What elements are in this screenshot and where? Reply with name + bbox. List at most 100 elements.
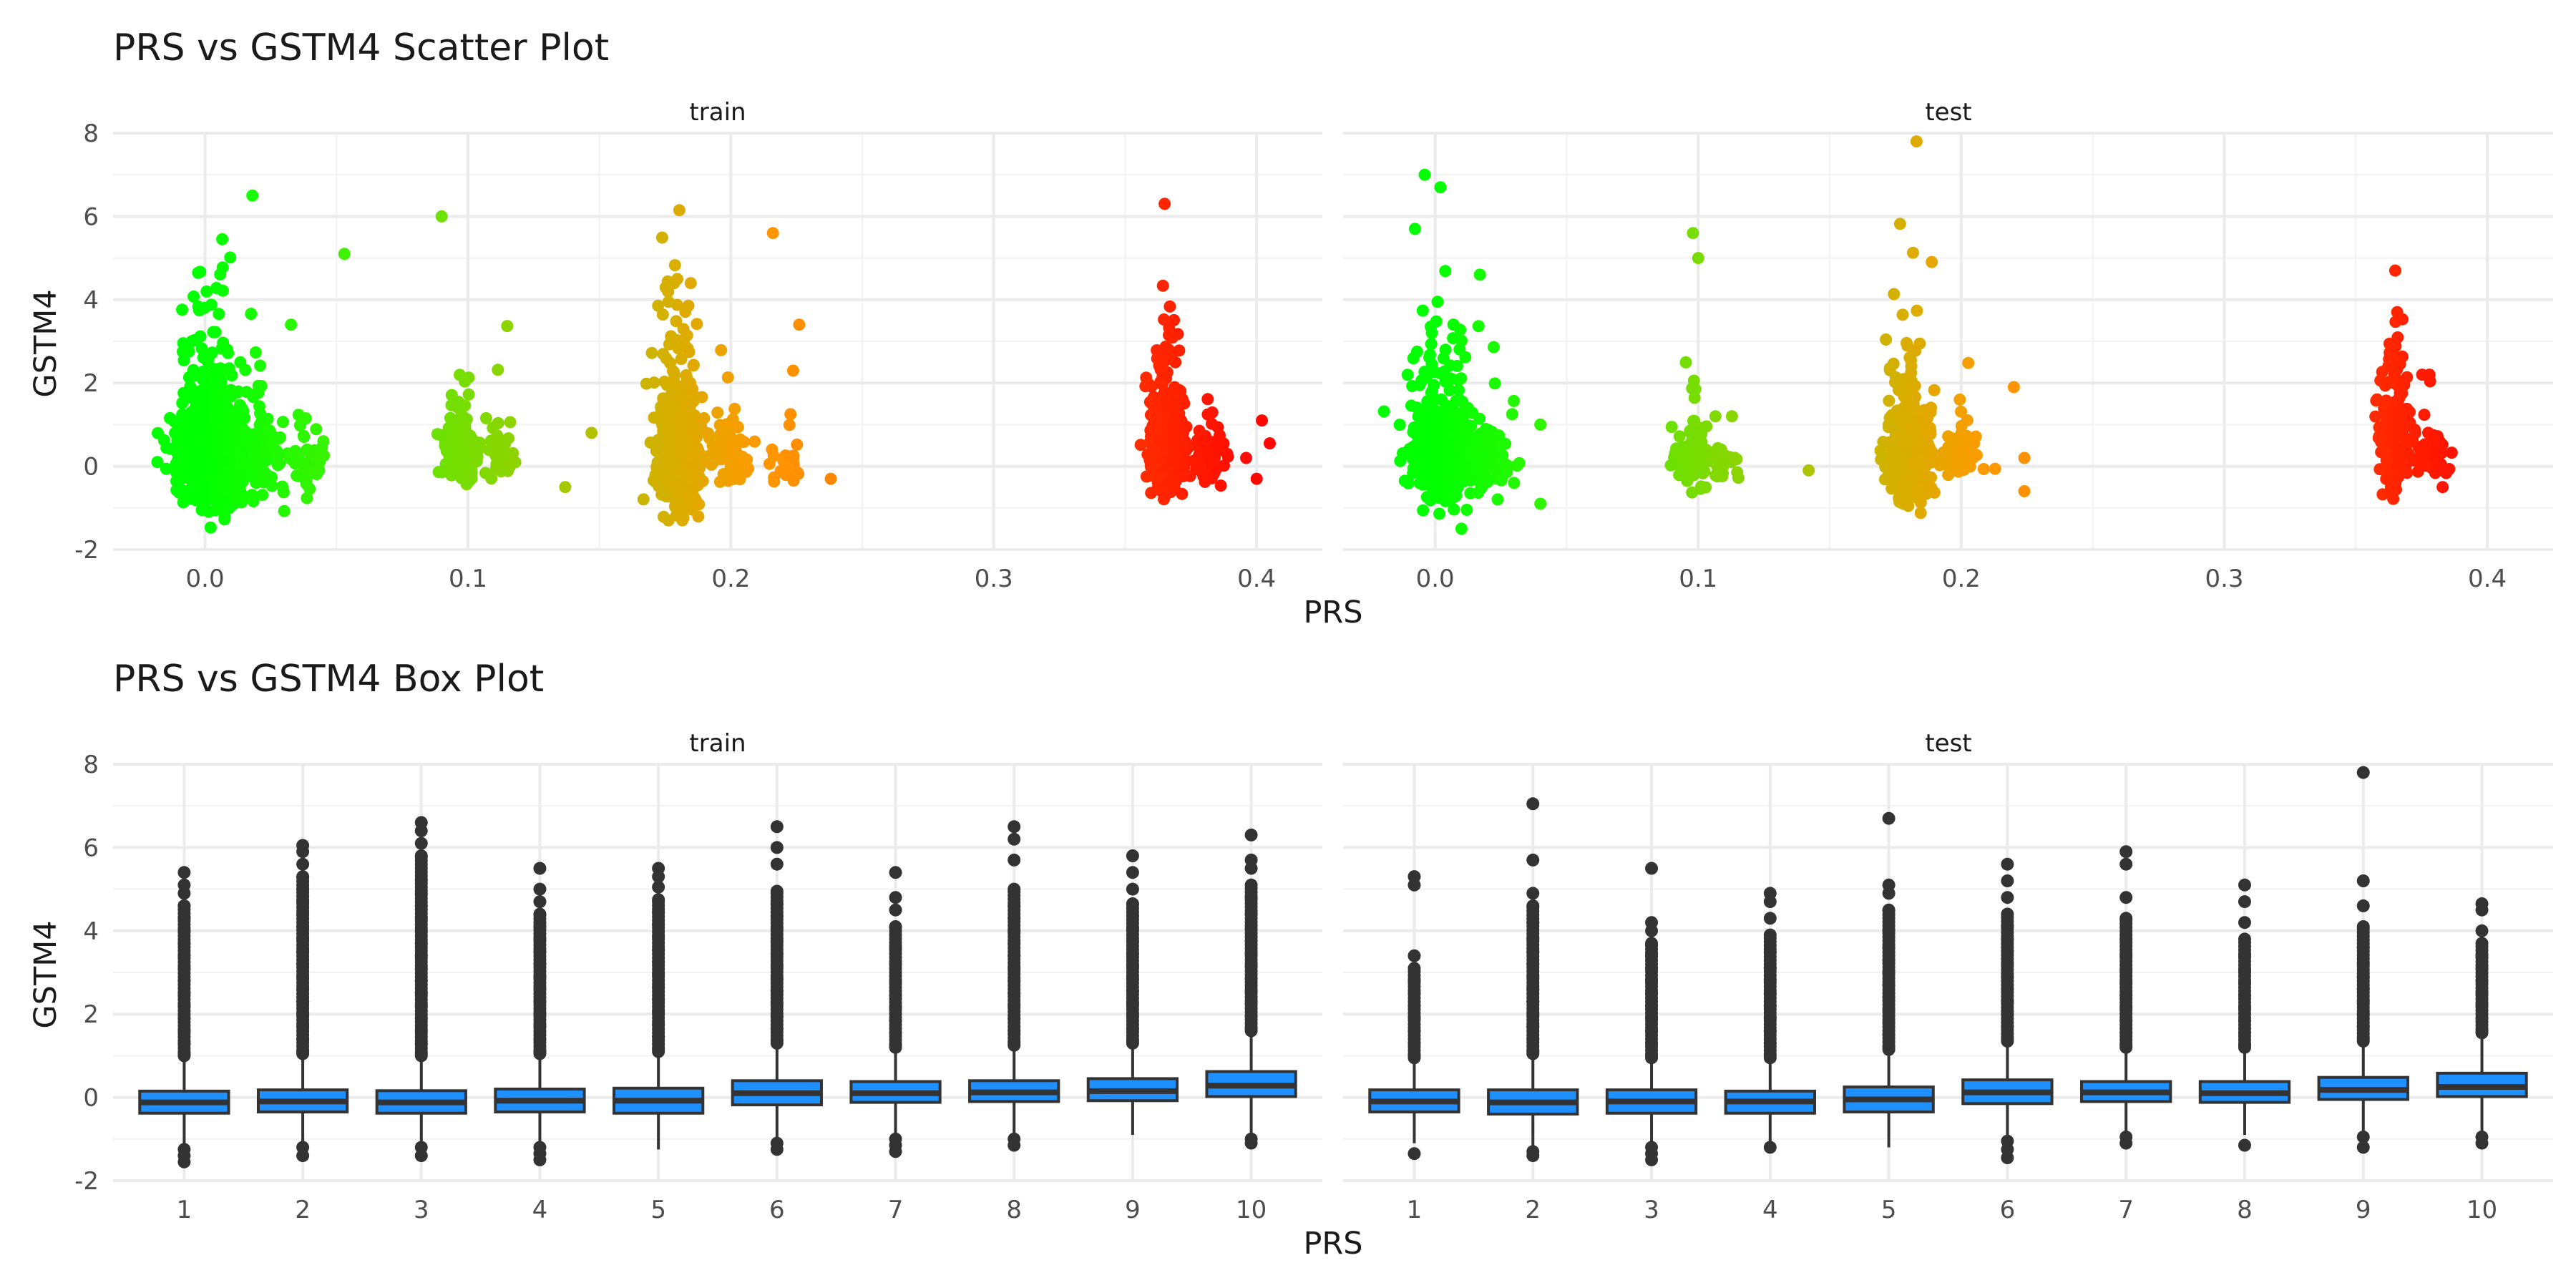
scatter-point [720, 471, 733, 484]
scatter-point [1201, 408, 1214, 421]
scatter-point [1911, 457, 1923, 469]
scatter-point [1962, 356, 1975, 369]
box-x-tick-label: 3 [414, 1196, 429, 1224]
box-section: PRS vs GSTM4 Box Plot train 1 2 3 4 5 6 7 8 9 10 … [28, 658, 2553, 1262]
box-category-8 [968, 820, 1060, 1152]
scatter-point [1883, 362, 1896, 375]
scatter-point [691, 431, 703, 444]
scatter-point [2018, 452, 2031, 464]
box-outlier [1126, 972, 1139, 985]
scatter-point [1377, 405, 1390, 418]
scatter-point [1454, 441, 1466, 454]
box-x-tick-label: 6 [769, 1196, 785, 1224]
scatter-point [658, 510, 670, 523]
scatter-point [1914, 507, 1927, 519]
box-outlier [889, 957, 902, 971]
scatter-point [197, 441, 210, 454]
scatter-point [1958, 464, 1971, 476]
scatter-point [1209, 452, 1221, 464]
box-outlier [770, 841, 784, 854]
box-outlier [414, 899, 428, 912]
box-outlier [414, 999, 428, 1013]
scatter-point [1893, 384, 1906, 396]
scatter-point [494, 465, 507, 478]
scatter-point [1416, 304, 1429, 317]
scatter-x-ticks-train: 0.0 0.1 0.2 0.3 0.4 [186, 565, 1277, 593]
scatter-point [1926, 255, 1938, 268]
scatter-point [1709, 410, 1722, 423]
box-outlier [1645, 1012, 1659, 1025]
scatter-point [197, 489, 210, 502]
scatter-point [1692, 450, 1704, 463]
scatter-point [672, 380, 685, 392]
box-outlier [533, 907, 547, 921]
box-outlier [1126, 997, 1139, 1010]
scatter-point [167, 415, 180, 428]
scatter-point [1490, 463, 1503, 476]
scatter-point [1699, 481, 1712, 494]
scatter-point [1686, 486, 1699, 499]
scatter-point [715, 426, 728, 439]
box-category-3 [375, 816, 467, 1163]
scatter-point [443, 449, 456, 462]
scatter-point [197, 372, 210, 385]
scatter-point [2369, 410, 2382, 423]
scatter-point [1439, 265, 1452, 278]
scatter-point [231, 496, 244, 509]
scatter-point [664, 356, 677, 369]
box-outlier [296, 895, 310, 909]
scatter-point [1901, 339, 1914, 352]
scatter-point [234, 356, 247, 369]
box-outlier [414, 1012, 428, 1025]
scatter-point [738, 459, 751, 471]
scatter-point [1160, 393, 1173, 406]
scatter-point [301, 443, 313, 456]
scatter-point [791, 438, 804, 451]
scatter-point [1896, 464, 1908, 477]
scatter-point [439, 461, 452, 474]
box-outlier [1126, 960, 1139, 973]
scatter-point [1905, 353, 1918, 366]
box-outlier [770, 1022, 784, 1035]
box-outlier [414, 1036, 428, 1050]
box-outlier [652, 1018, 665, 1031]
box-outlier [414, 924, 428, 937]
scatter-point [470, 455, 483, 468]
box-outlier [533, 945, 547, 958]
scatter-point [209, 326, 222, 338]
scatter-point [559, 481, 572, 494]
scatter-point [668, 259, 681, 272]
scatter-point [2396, 350, 2409, 363]
scatter-point [748, 435, 761, 448]
box-outlier [1526, 1008, 1540, 1021]
scatter-point [715, 343, 728, 356]
scatter-point [292, 457, 305, 469]
scatter-y-tick-label: 8 [83, 119, 99, 148]
box-outlier [652, 893, 665, 907]
box-x-tick-label: 7 [888, 1196, 904, 1224]
box-outlier [1645, 1024, 1659, 1038]
scatter-point [459, 375, 472, 388]
scatter-point [210, 282, 223, 294]
scatter-point [1488, 377, 1501, 390]
scatter-point [169, 426, 182, 439]
box-outlier [1008, 1012, 1021, 1025]
scatter-point [1488, 341, 1500, 353]
scatter-point [675, 353, 688, 366]
box-category-5 [613, 862, 705, 1150]
scatter-point [1166, 454, 1179, 467]
scatter-point [657, 392, 670, 405]
box-outlier [1244, 960, 1258, 973]
scatter-point [170, 466, 182, 479]
scatter-point [1163, 300, 1176, 313]
scatter-point [1455, 372, 1468, 385]
scatter-point [1218, 459, 1230, 472]
scatter-point [338, 248, 351, 260]
box-outlier [770, 947, 784, 960]
box-outlier [296, 995, 310, 1008]
scatter-points-test [1377, 135, 2458, 535]
scatter-point [1470, 436, 1483, 449]
scatter-point [258, 476, 270, 489]
scatter-point [1431, 296, 1444, 308]
scatter-point [686, 383, 699, 396]
